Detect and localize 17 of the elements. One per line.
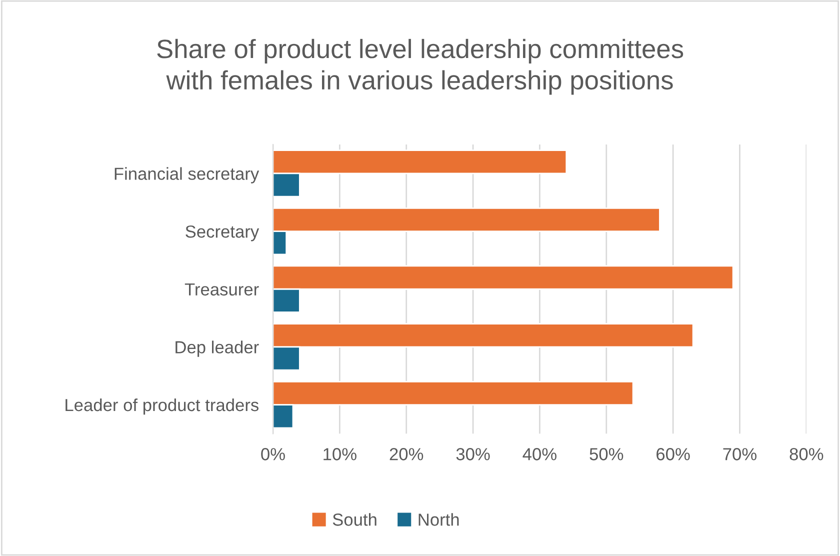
y-tick-label: Leader of product traders	[66, 398, 258, 415]
x-tick-label: 40%	[522, 448, 556, 460]
x-tick-label: 20%	[390, 448, 424, 460]
y-tick-label: Secretary	[186, 225, 260, 242]
x-tick-label: 10%	[324, 448, 356, 460]
chart-title: Share of product level leadership committees with females in various leadership positions	[157, 38, 684, 95]
y-tick-label: Financial secretary	[114, 167, 260, 184]
y-tick-label: Treasurer	[184, 283, 259, 296]
x-tick-label: 30%	[456, 448, 490, 460]
y-tick-label: Dep leader	[176, 340, 259, 357]
x-tick-label: 0%	[261, 448, 285, 460]
x-tick-label: 50%	[590, 448, 624, 460]
legend-label: North	[418, 513, 459, 526]
x-tick-label: 80%	[790, 448, 824, 460]
legend-label: South	[332, 513, 376, 526]
x-tick-label: 70%	[723, 448, 756, 460]
x-tick-label: 60%	[656, 448, 690, 460]
